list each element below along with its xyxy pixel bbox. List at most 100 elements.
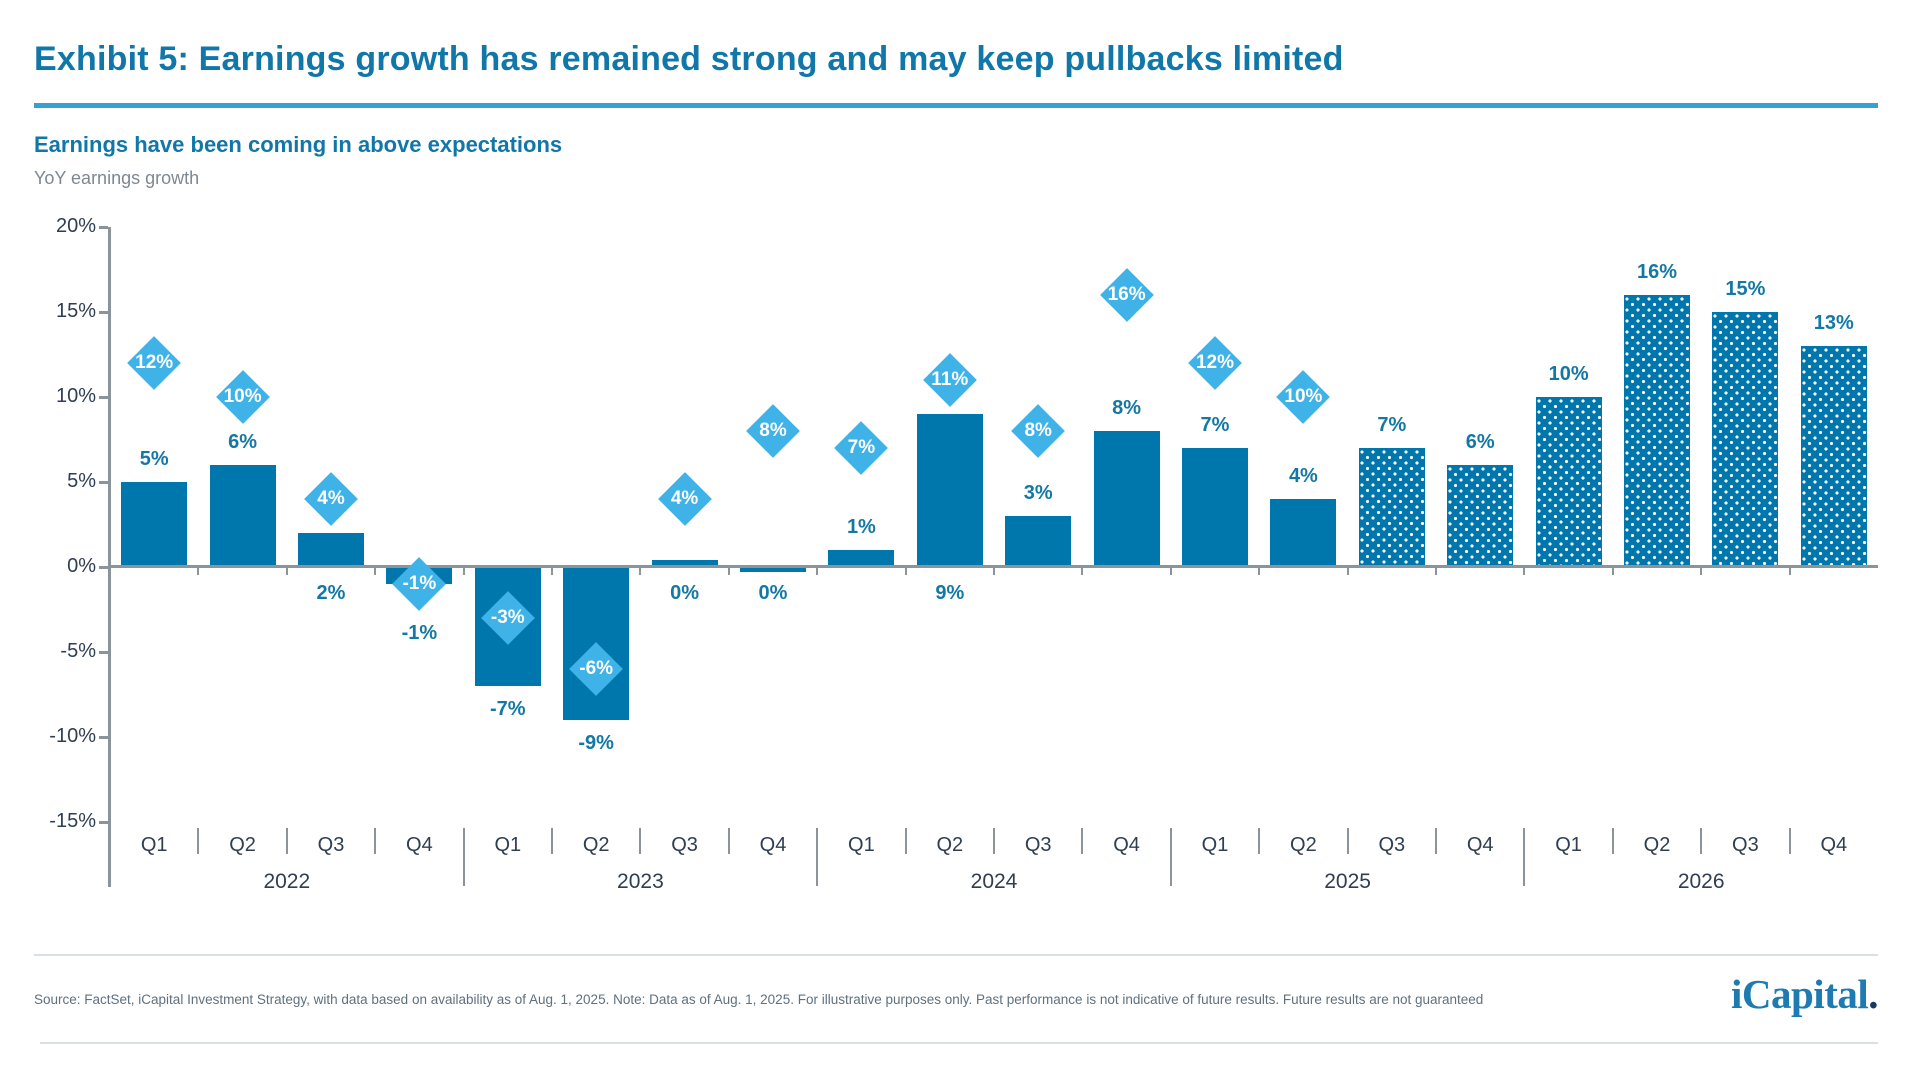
bar-value-label-2022-q2: 6% [228, 431, 258, 453]
bar-2024-q2 [916, 414, 983, 565]
bar-value-label-2024-q4: 8% [1112, 397, 1142, 419]
bar-2025-q1 [1182, 448, 1248, 565]
quarter-separator [1346, 828, 1349, 854]
quarter-separator [727, 828, 730, 854]
forecast-bar-2026-q1 [1535, 397, 1602, 565]
zero-line-tick [904, 568, 907, 575]
quarter-separator [993, 828, 995, 854]
quarter-label-2025-q3: Q3 [1378, 834, 1406, 856]
icapital-logo-period: . [1868, 971, 1878, 1017]
quarter-label-2023-q2: Q2 [582, 834, 610, 856]
year-separator [816, 828, 819, 886]
zero-baseline [110, 565, 1878, 568]
estimate-diamond-2023-q3: 4% [657, 471, 713, 527]
quarter-label-2023-q3: Q3 [671, 834, 698, 856]
quarter-label-2026-q2: Q2 [1643, 834, 1671, 856]
estimate-diamond-2025-q2: 10% [1275, 369, 1331, 425]
bar-2023-q4 [740, 568, 806, 573]
quarter-label-2022-q1: Q1 [140, 834, 168, 856]
quarter-label-2025-q4: Q4 [1466, 834, 1494, 856]
bar-2023-q3 [651, 560, 718, 565]
diamond-value-label-2025-q1: 12% [1195, 352, 1235, 373]
quarter-label-2022-q4: Q4 [406, 834, 433, 856]
quarter-label-2023-q1: Q1 [494, 834, 522, 856]
zero-line-tick [1523, 568, 1526, 575]
bar-value-label-2025-q3: 7% [1377, 414, 1407, 436]
bar-value-label-2025-q2: 4% [1288, 465, 1318, 487]
quarter-label-2024-q3: Q3 [1024, 834, 1052, 856]
diamond-value-label-2022-q4: -1% [402, 573, 437, 594]
y-axis-tick-label: 10% [55, 385, 96, 407]
zero-line-tick [462, 568, 465, 575]
source-note: Source: FactSet, iCapital Investment Str… [34, 992, 1484, 1007]
quarter-label-2023-q4: Q4 [759, 834, 787, 856]
bar-2022-q3 [298, 533, 364, 565]
y-axis-line [108, 227, 111, 887]
zero-line-tick [1788, 568, 1791, 575]
bar-value-label-2023-q3: 0% [670, 582, 700, 604]
estimate-diamond-2023-q2: -6% [568, 641, 624, 697]
bar-value-label-2022-q1: 5% [139, 448, 169, 470]
y-axis-tick [99, 736, 108, 739]
quarter-separator [639, 828, 642, 854]
zero-line-tick [1700, 568, 1703, 575]
y-axis-tick-label: 0% [67, 555, 96, 577]
bar-2025-q2 [1270, 499, 1337, 565]
zero-line-tick [727, 568, 730, 575]
zero-line-tick [374, 568, 377, 575]
estimate-diamond-2022-q1: 12% [126, 335, 182, 391]
estimate-diamond-2023-q1: -3% [480, 590, 536, 646]
zero-line-tick [1081, 568, 1084, 575]
quarter-separator [904, 828, 907, 854]
icapital-logo-text: iCapital [1731, 971, 1869, 1017]
estimate-diamond-2024-q1: 7% [833, 420, 889, 476]
bar-value-label-2023-q2: -9% [578, 732, 614, 754]
diamond-value-label-2024-q1: 7% [847, 437, 876, 458]
y-axis-tick-label: 20% [55, 215, 96, 237]
diamond-value-label-2023-q1: -3% [490, 607, 525, 628]
bar-value-label-2022-q4: -1% [401, 622, 438, 644]
bar-2024-q3 [1005, 516, 1072, 565]
bar-value-label-2026-q2: 16% [1636, 261, 1678, 283]
zero-line-tick [197, 568, 200, 575]
bar-2022-q1 [121, 482, 188, 565]
year-separator [1169, 828, 1172, 886]
bar-value-label-2026-q4: 13% [1813, 312, 1854, 334]
quarter-label-2026-q1: Q1 [1555, 834, 1582, 856]
zero-line-tick [1611, 568, 1614, 575]
estimate-diamond-2022-q2: 10% [215, 369, 271, 425]
zero-line-tick [551, 568, 553, 575]
quarter-separator [1788, 828, 1791, 854]
page-title: Exhibit 5: Earnings growth has remained … [34, 40, 1344, 78]
year-label-2024: 2024 [970, 870, 1018, 893]
forecast-bar-2026-q4 [1800, 346, 1867, 565]
diamond-value-label-2022-q3: 4% [317, 488, 345, 509]
diamond-value-label-2023-q3: 4% [670, 488, 699, 509]
icapital-logo: iCapital. [1660, 970, 1878, 1018]
y-axis-tick [99, 651, 108, 654]
estimate-diamond-2025-q1: 12% [1187, 335, 1243, 391]
quarter-label-2026-q4: Q4 [1820, 834, 1848, 856]
forecast-bar-2026-q2 [1624, 295, 1690, 565]
diamond-value-label-2023-q4: 8% [759, 420, 787, 441]
earnings-growth-chart: 20% 15% 10% 5% 0% -5% -10% -15% 5% 12% Q1 6% 10% Q2 2%… [49, 215, 1878, 893]
bar-value-label-2026-q1: 10% [1548, 363, 1589, 385]
chart-subtitle: Earnings have been coming in above expec… [34, 132, 563, 157]
diamond-value-label-2025-q2: 10% [1284, 386, 1323, 407]
y-axis-tick-label: -10% [49, 725, 96, 747]
footer-divider-bottom [40, 1042, 1878, 1044]
y-axis-tick [99, 311, 108, 314]
diamond-value-label-2024-q3: 8% [1024, 420, 1052, 441]
bar-value-label-2024-q2: 9% [935, 582, 965, 604]
bar-value-label-2025-q4: 6% [1465, 431, 1495, 453]
quarter-separator [374, 828, 377, 854]
bar-value-label-2024-q1: 1% [846, 516, 876, 538]
forecast-bar-2025-q4 [1447, 465, 1514, 565]
quarter-separator [1081, 828, 1084, 854]
y-axis-tick-label: -15% [49, 810, 96, 832]
zero-line-tick [639, 568, 642, 575]
year-label-2026: 2026 [1677, 870, 1725, 893]
quarter-separator [1435, 828, 1437, 854]
quarter-label-2022-q3: Q3 [317, 834, 345, 856]
y-axis-tick [99, 566, 108, 569]
